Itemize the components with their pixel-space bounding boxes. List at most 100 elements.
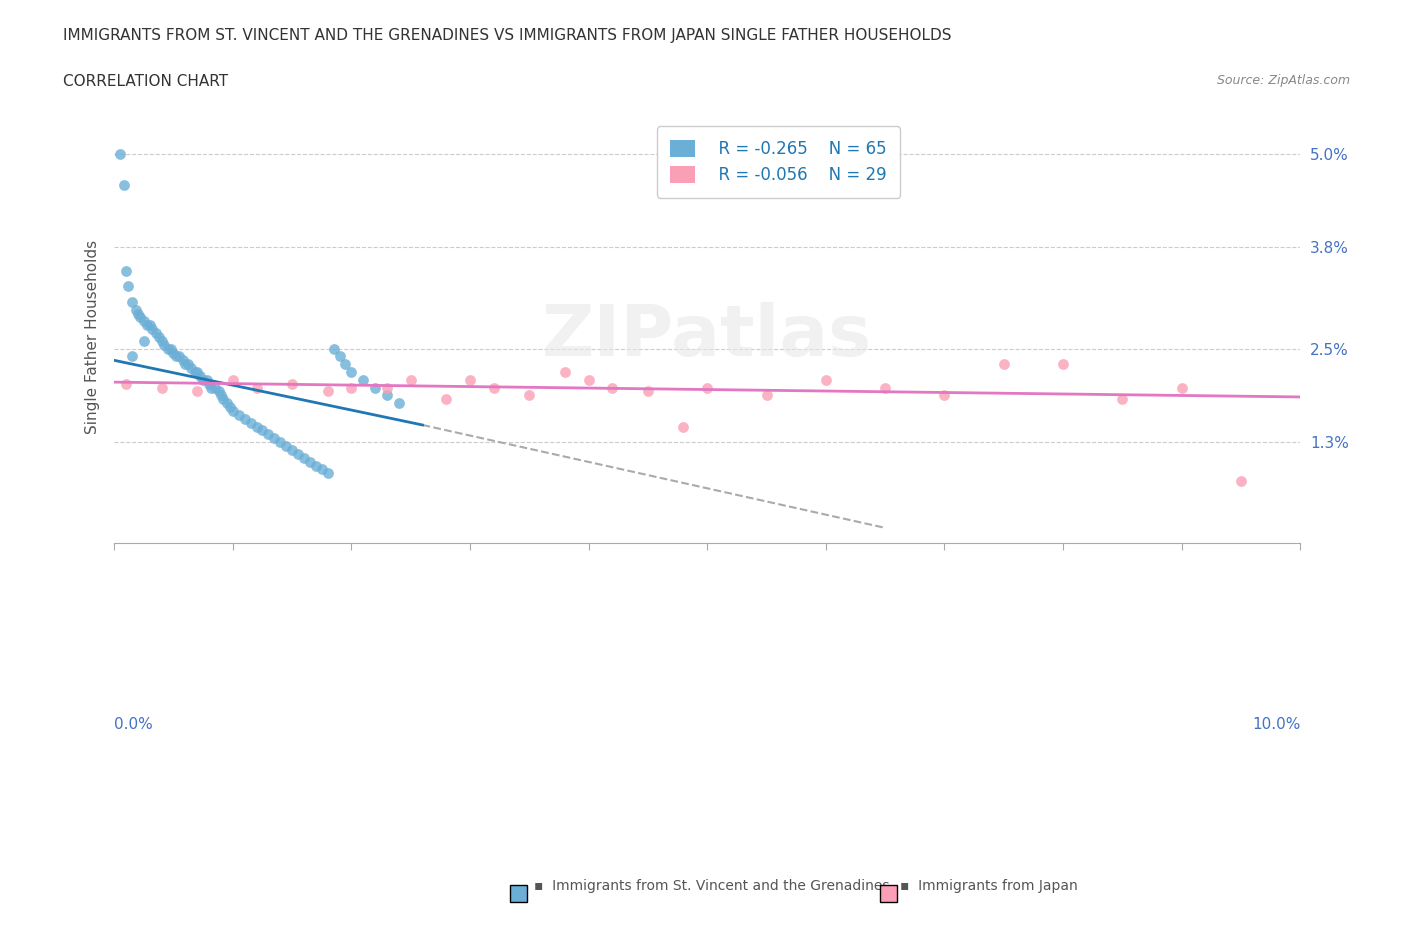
Point: [162, 345, 184, 360]
Point: [150, 333, 173, 348]
Point: [169, 349, 191, 364]
Point: [132, 333, 155, 348]
Point: [335, 357, 357, 372]
Point: [139, 318, 162, 333]
Point: [215, 396, 238, 411]
Point: [328, 349, 350, 364]
Point: [115, 377, 138, 392]
Point: [204, 380, 226, 395]
Point: [375, 380, 398, 395]
Point: [172, 352, 194, 367]
Text: ▪  Immigrants from Japan: ▪ Immigrants from Japan: [900, 879, 1077, 893]
Point: [200, 380, 222, 395]
Point: [121, 295, 143, 310]
Point: [209, 388, 232, 403]
Point: [156, 341, 179, 356]
Point: [1052, 357, 1074, 372]
Point: [150, 380, 173, 395]
Point: [517, 388, 540, 403]
Point: [174, 357, 197, 372]
Point: [934, 388, 956, 403]
Point: [245, 419, 267, 434]
Point: [364, 380, 387, 395]
Point: [148, 329, 170, 344]
Point: [755, 388, 778, 403]
Point: [132, 314, 155, 329]
Point: [108, 146, 131, 161]
Text: 10.0%: 10.0%: [1251, 717, 1301, 732]
Point: [263, 431, 285, 445]
Point: [458, 372, 481, 387]
Point: [228, 407, 250, 422]
Point: [239, 415, 262, 430]
Point: [115, 263, 138, 278]
Point: [375, 388, 398, 403]
Point: [316, 384, 339, 399]
Point: [875, 380, 897, 395]
Point: [153, 338, 176, 352]
Point: [578, 372, 600, 387]
Point: [292, 450, 315, 465]
Text: ▪  Immigrants from St. Vincent and the Grenadines: ▪ Immigrants from St. Vincent and the Gr…: [534, 879, 890, 893]
Point: [281, 443, 304, 458]
Point: [287, 446, 309, 461]
Text: IMMIGRANTS FROM ST. VINCENT AND THE GRENADINES VS IMMIGRANTS FROM JAPAN SINGLE F: IMMIGRANTS FROM ST. VINCENT AND THE GREN…: [63, 28, 952, 43]
Point: [141, 322, 163, 337]
Point: [121, 349, 143, 364]
Point: [388, 396, 411, 411]
Point: [212, 392, 235, 406]
Point: [1111, 392, 1133, 406]
Point: [195, 372, 218, 387]
Point: [112, 178, 135, 193]
Point: [186, 384, 208, 399]
Text: ZIPatlas: ZIPatlas: [543, 302, 872, 371]
Point: [245, 380, 267, 395]
Point: [602, 380, 624, 395]
Legend:   R = -0.265    N = 65,   R = -0.056    N = 29: R = -0.265 N = 65, R = -0.056 N = 29: [657, 126, 900, 198]
Point: [191, 372, 214, 387]
Text: 0.0%: 0.0%: [114, 717, 153, 732]
Point: [219, 400, 242, 415]
Point: [207, 384, 229, 399]
Text: Source: ZipAtlas.com: Source: ZipAtlas.com: [1216, 74, 1350, 87]
Point: [124, 302, 146, 317]
Point: [165, 349, 187, 364]
Point: [233, 411, 256, 426]
Point: [129, 310, 152, 325]
Text: CORRELATION CHART: CORRELATION CHART: [63, 74, 228, 89]
Point: [269, 434, 291, 449]
Point: [637, 384, 659, 399]
Point: [184, 365, 207, 379]
Point: [222, 372, 245, 387]
Point: [160, 341, 183, 356]
Point: [305, 458, 328, 473]
Point: [186, 365, 208, 379]
Point: [340, 365, 363, 379]
Point: [993, 357, 1015, 372]
Point: [434, 392, 457, 406]
Point: [180, 361, 202, 376]
Point: [298, 454, 321, 469]
Point: [554, 365, 576, 379]
Point: [1230, 473, 1253, 488]
Point: [340, 380, 363, 395]
Point: [257, 427, 280, 442]
Point: [198, 377, 221, 392]
Point: [352, 372, 374, 387]
Point: [136, 318, 159, 333]
Point: [222, 404, 245, 418]
Point: [322, 341, 344, 356]
Point: [399, 372, 422, 387]
Point: [696, 380, 718, 395]
Point: [316, 466, 339, 481]
Point: [1170, 380, 1192, 395]
Point: [672, 419, 695, 434]
Point: [311, 462, 333, 477]
Point: [252, 423, 274, 438]
Point: [127, 306, 149, 321]
Point: [177, 357, 200, 372]
Point: [145, 326, 167, 340]
Y-axis label: Single Father Households: Single Father Households: [86, 240, 100, 434]
Point: [814, 372, 837, 387]
Point: [482, 380, 505, 395]
